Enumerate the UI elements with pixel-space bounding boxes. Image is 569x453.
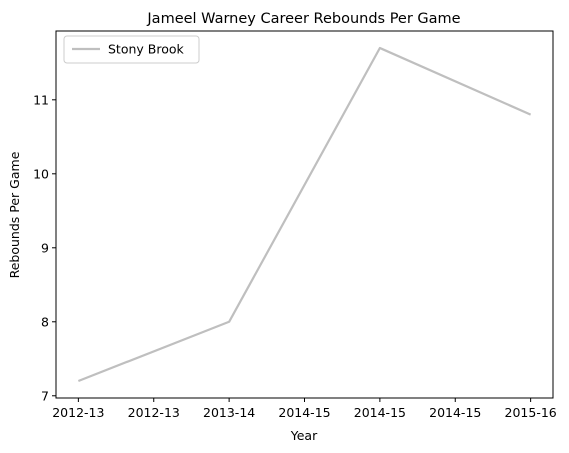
plot-frame <box>55 30 554 399</box>
y-tick-label: 8 <box>41 314 49 329</box>
x-tick-label: 2012-13 <box>52 405 104 420</box>
y-tick-label: 7 <box>41 388 49 403</box>
plot-area <box>55 30 554 399</box>
series-line-stony-brook <box>77 46 532 383</box>
x-axis-label: Year <box>290 428 318 443</box>
x-tick-label: 2014-15 <box>278 405 330 420</box>
y-tick-label: 10 <box>33 166 49 181</box>
chart-title: Jameel Warney Career Rebounds Per Game <box>146 11 460 27</box>
legend: Stony Brook <box>63 35 200 64</box>
y-tick-label: 11 <box>33 92 49 107</box>
x-tick-label: 2013-14 <box>203 405 255 420</box>
x-tick-label: 2015-16 <box>505 405 557 420</box>
y-tick-label: 9 <box>41 240 49 255</box>
y-axis-label: Rebounds Per Game <box>7 151 22 278</box>
x-axis: 2012-13 2012-13 2013-14 2014-15 2014-15 2014-… <box>52 398 557 420</box>
x-tick-label: 2014-15 <box>354 405 406 420</box>
x-tick-label: 2012-13 <box>128 405 180 420</box>
legend-label-stony-brook: Stony Brook <box>108 42 185 57</box>
y-axis: 7 8 9 10 11 <box>33 92 56 403</box>
x-tick-label: 2014-15 <box>429 405 481 420</box>
legend-frame <box>63 35 200 64</box>
